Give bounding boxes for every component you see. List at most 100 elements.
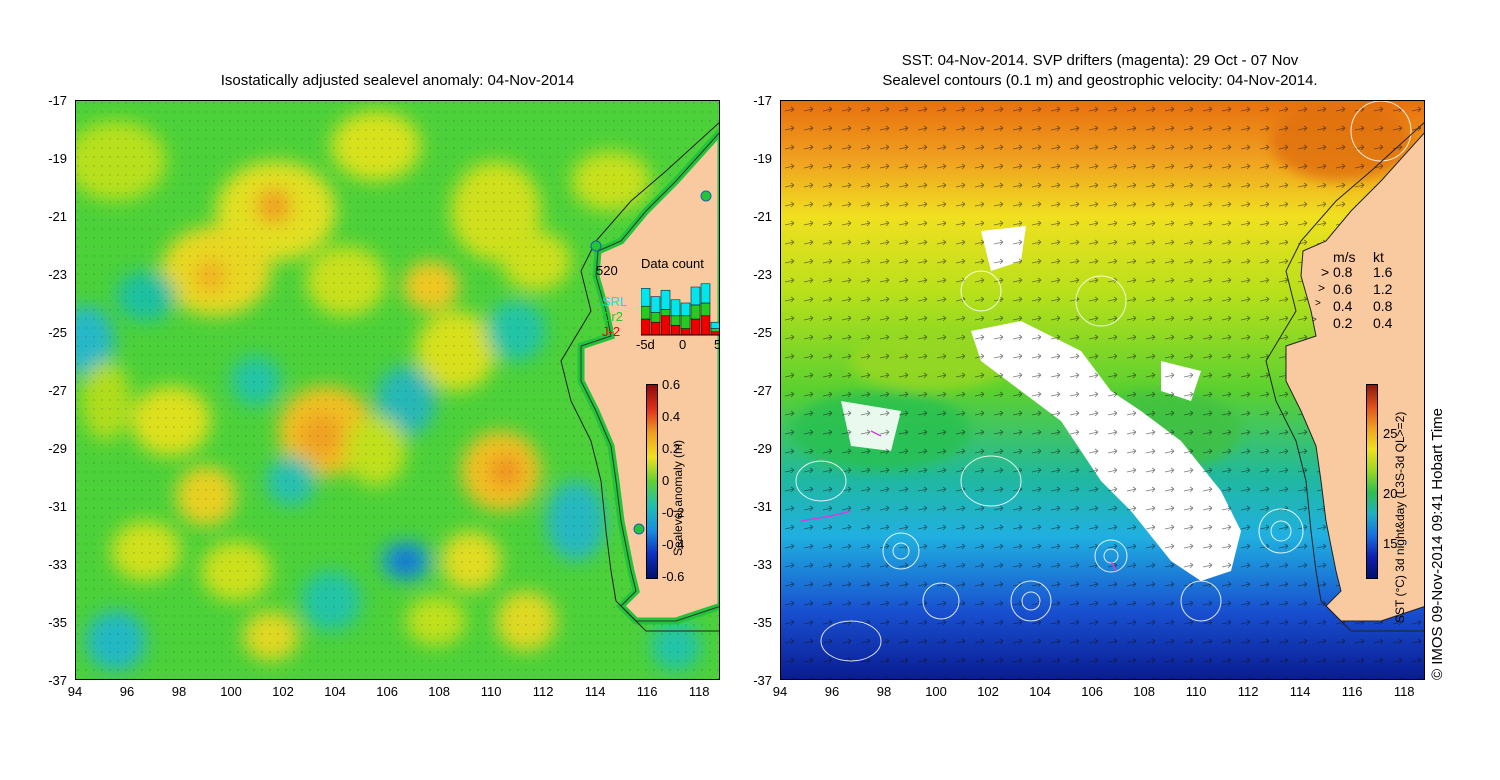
histogram-bar — [710, 328, 719, 333]
left-lat-tick: -19 — [48, 151, 67, 166]
right-lon-tick: 104 — [1029, 684, 1051, 699]
data-count-title: Data count — [641, 256, 704, 271]
sla-colorbar-tick: -0.6 — [662, 569, 685, 584]
histogram-bar — [680, 302, 691, 317]
right-lat-tick: -19 — [753, 151, 772, 166]
legend-srl: SRL — [602, 294, 628, 309]
velocity-key-kt: 0.4 — [1373, 315, 1393, 331]
velocity-key-ms: 0.2 — [1333, 315, 1353, 331]
left-lon-tick: 94 — [67, 684, 83, 699]
left-lon-tick: 112 — [532, 684, 554, 699]
left-lat-tick: -35 — [48, 615, 67, 630]
left-map-title: Isostatically adjusted sealevel anomaly:… — [220, 72, 575, 89]
left-lon-tick: 116 — [636, 684, 658, 699]
velocity-arrow-icon: > — [1321, 264, 1330, 280]
histogram-bar — [680, 315, 691, 329]
sla-colorbar-tick: 0 — [662, 473, 670, 488]
sla-colorbar-tick: 0.4 — [662, 409, 681, 424]
right-lon-tick: 118 — [1393, 684, 1415, 699]
histogram-bar — [670, 299, 681, 317]
velocity-key-ms: 0.4 — [1333, 298, 1353, 314]
left-lat-tick: -27 — [48, 383, 67, 398]
left-lon-tick: 98 — [171, 684, 187, 699]
histogram-bar — [700, 283, 711, 304]
histogram-bar — [660, 315, 671, 336]
histogram-bar — [710, 321, 719, 329]
right-lon-tick: 102 — [977, 684, 999, 699]
sla-colorbar-tick: -0.4 — [662, 537, 685, 552]
left-lon-tick: 102 — [272, 684, 294, 699]
right-lat-tick: -35 — [753, 615, 772, 630]
left-lon-tick: 96 — [119, 684, 135, 699]
sst-colorbar — [1366, 384, 1378, 579]
right-lat-tick: -27 — [753, 383, 772, 398]
right-lon-tick: 116 — [1341, 684, 1363, 699]
sla-colorbar-tick: -0.2 — [662, 505, 685, 520]
right-lon-tick: 100 — [925, 684, 947, 699]
left-lon-tick: 110 — [480, 684, 502, 699]
right-map-title-line1: SST: 04-Nov-2014. SVP drifters (magenta)… — [901, 52, 1299, 69]
histogram-bar — [670, 315, 681, 326]
sla-colorbar — [646, 384, 658, 579]
right-lon-tick: 108 — [1133, 684, 1155, 699]
left-lat-tick: -31 — [48, 499, 67, 514]
sst-colorbar-tick: 20 — [1383, 486, 1398, 501]
left-lat-tick: -37 — [48, 673, 67, 688]
right-lat-tick: -37 — [753, 673, 772, 688]
right-lon-tick: 110 — [1185, 684, 1207, 699]
histogram-bar — [650, 312, 661, 323]
right-lat-tick: -31 — [753, 499, 772, 514]
right-lat-tick: -25 — [753, 325, 772, 340]
velocity-key-kt: 1.2 — [1373, 281, 1393, 297]
histogram-bar — [690, 286, 701, 306]
histogram-bar — [690, 318, 701, 336]
left-lat-tick: -33 — [48, 557, 67, 572]
sst-colorbar-tick: 25 — [1383, 426, 1398, 441]
histogram-bar — [650, 296, 661, 313]
sla-colorbar-tick: 0.2 — [662, 441, 681, 456]
left-lat-tick: -29 — [48, 441, 67, 456]
data-count-xtick-2: 0 — [679, 337, 687, 352]
velocity-arrow-icon: > — [1312, 315, 1317, 324]
histogram-bar — [641, 288, 651, 307]
left-lon-tick: 106 — [376, 684, 398, 699]
right-lon-tick: 114 — [1289, 684, 1311, 699]
histogram-bar — [660, 289, 671, 310]
histogram-bar — [690, 304, 701, 320]
sst-colorbar-label: SST (°C) 3d night&day (L3S-3d QL>=2) — [1393, 411, 1407, 623]
sst-colorbar-tick: 15 — [1383, 536, 1398, 551]
right-lat-tick: -17 — [753, 93, 772, 108]
right-lon-tick: 112 — [1237, 684, 1259, 699]
histogram-bar — [660, 309, 671, 317]
velocity-key-kt: 0.8 — [1373, 298, 1393, 314]
sealevel-anomaly-map: 520 Data count SRL Cr2 J-2 -5d 0 5 0.6 0.… — [75, 100, 720, 680]
velocity-key-kt-header: kt — [1373, 249, 1384, 265]
sla-colorbar-tick: 0.6 — [662, 377, 681, 392]
right-lon-tick: 96 — [824, 684, 840, 699]
velocity-arrow-icon: > — [1315, 298, 1321, 309]
imos-credit: © IMOS 09-Nov-2014 09:41 Hobart Time — [1429, 407, 1446, 680]
right-lon-tick: 106 — [1081, 684, 1103, 699]
velocity-key-ms: 0.8 — [1333, 264, 1353, 280]
sealevel-anomaly-field — [76, 101, 719, 679]
legend-cr2: Cr2 — [602, 309, 623, 324]
left-lat-tick: -17 — [48, 93, 67, 108]
histogram-bar — [641, 318, 651, 336]
right-lat-tick: -29 — [753, 441, 772, 456]
velocity-key-ms-header: m/s — [1333, 249, 1356, 265]
velocity-arrow-icon: > — [1318, 281, 1326, 295]
sla-colorbar-label: Sealevel anomaly (m) — [671, 439, 685, 556]
left-lon-tick: 108 — [428, 684, 450, 699]
left-lon-tick: 104 — [324, 684, 346, 699]
velocity-key-ms: 0.6 — [1333, 281, 1353, 297]
sst-map: m/s kt >0.8 1.6 >0.6 1.2 >0.4 0.8 >0.2 0.4 25 20… — [780, 100, 1425, 680]
left-lon-tick: 118 — [688, 684, 710, 699]
histogram-bar — [700, 302, 711, 317]
data-count-histogram — [641, 283, 719, 336]
left-lat-tick: -23 — [48, 267, 67, 282]
left-lat-tick: -25 — [48, 325, 67, 340]
legend-j2: J-2 — [602, 324, 621, 339]
left-lat-tick: -21 — [48, 209, 67, 224]
histogram-bar — [650, 321, 661, 336]
data-count-xtick-3: 5 — [714, 337, 719, 352]
